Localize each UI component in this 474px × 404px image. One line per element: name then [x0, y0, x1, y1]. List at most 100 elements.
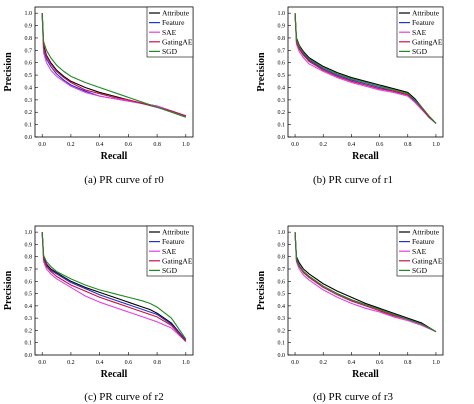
y-tick-label: 0.6 — [278, 61, 286, 67]
y-tick-label: 0.3 — [25, 316, 33, 322]
x-tick-label: 0.8 — [153, 142, 161, 148]
series-line-sgd — [41, 232, 187, 340]
y-tick-label: 0.9 — [25, 24, 33, 30]
series-line-attribute — [41, 232, 187, 341]
x-tick-label: 0.0 — [38, 360, 46, 366]
legend-label: SAE — [412, 247, 427, 256]
legend-label: Feature — [412, 237, 435, 246]
series-line-attribute — [294, 232, 437, 333]
y-tick-label: 0.8 — [278, 255, 286, 261]
y-tick-label: 0.2 — [25, 328, 33, 334]
x-tick-label: 0.2 — [319, 142, 327, 148]
x-axis-title: Recall — [352, 151, 379, 162]
y-tick-label: 0.8 — [278, 36, 286, 42]
x-tick-label: 0.4 — [348, 360, 356, 366]
y-tick-label: 1.0 — [278, 11, 286, 17]
y-tick-label: 0.4 — [278, 304, 286, 310]
series-line-sae — [294, 13, 437, 124]
y-tick-label: 0.5 — [25, 292, 33, 298]
y-tick-label: 0.3 — [278, 316, 286, 322]
y-tick-label: 0.0 — [25, 135, 33, 141]
x-tick-label: 1.0 — [432, 360, 440, 366]
y-tick-label: 0.5 — [278, 292, 286, 298]
y-tick-label: 1.0 — [25, 230, 33, 236]
x-tick-label: 0.2 — [67, 360, 75, 366]
series-line-sae — [294, 232, 437, 333]
y-tick-label: 0.5 — [278, 73, 286, 79]
x-tick-label: 0.8 — [404, 360, 412, 366]
legend-label: Feature — [162, 18, 185, 27]
x-axis-title: Recall — [101, 369, 128, 380]
y-tick-label: 0.4 — [25, 304, 33, 310]
x-tick-label: 0.0 — [291, 142, 299, 148]
x-tick-label: 0.2 — [319, 360, 327, 366]
x-tick-label: 0.4 — [96, 360, 104, 366]
pr-panel-3: 0.0 0.2 0.4 0.6 0.8 1.0 0.0 0.1 0.2 0.3 0.4 0.5 0.6 0… — [3, 225, 194, 403]
legend-label: GatingAE — [412, 37, 443, 46]
y-tick-label: 0.7 — [278, 267, 286, 273]
y-tick-label: 1.0 — [278, 230, 286, 236]
axes-frame — [34, 6, 194, 138]
y-tick-label: 0.2 — [278, 328, 286, 334]
x-axis-title: Recall — [352, 369, 379, 380]
y-tick-label: 0.3 — [25, 98, 33, 104]
legend-label: GatingAE — [162, 37, 193, 46]
legend-label: SAE — [162, 247, 177, 256]
legend-label: GatingAE — [162, 256, 193, 265]
pr-panel-4: 0.0 0.2 0.4 0.6 0.8 1.0 0.0 0.1 0.2 0.3 0.4 0.5 0.6 0… — [256, 225, 444, 403]
x-tick-label: 1.0 — [432, 142, 440, 148]
y-tick-label: 0.1 — [278, 123, 286, 129]
x-tick-label: 0.0 — [291, 360, 299, 366]
x-tick-label: 0.6 — [125, 142, 133, 148]
x-tick-label: 0.4 — [96, 142, 104, 148]
axes-frame — [287, 225, 444, 356]
y-tick-label: 0.6 — [278, 279, 286, 285]
y-tick-label: 0.1 — [25, 123, 33, 129]
y-tick-label: 0.2 — [25, 110, 33, 116]
axes-frame — [287, 6, 444, 138]
y-axis-title: Precision — [256, 52, 267, 92]
x-tick-label: 0.6 — [125, 360, 133, 366]
y-tick-label: 0.0 — [278, 353, 286, 359]
series-line-sgd — [41, 13, 186, 118]
legend-label: SGD — [412, 266, 428, 275]
x-axis-title: Recall — [101, 151, 128, 162]
x-tick-label: 1.0 — [182, 142, 190, 148]
legend-label: SGD — [162, 47, 178, 56]
y-tick-label: 0.7 — [25, 48, 33, 54]
y-axis-title: Precision — [256, 270, 267, 310]
legend-label: Feature — [412, 18, 435, 27]
pr-panel-2: 0.0 0.2 0.4 0.6 0.8 1.0 0.0 0.1 0.2 0.3 0.4 0.5 0.6 0… — [256, 6, 444, 186]
y-tick-label: 0.4 — [25, 85, 33, 91]
x-tick-label: 0.6 — [376, 142, 384, 148]
x-tick-label: 0.8 — [153, 360, 161, 366]
y-tick-label: 1.0 — [25, 11, 33, 17]
legend-label: Attribute — [412, 9, 440, 18]
y-tick-label: 0.0 — [25, 353, 33, 359]
y-tick-label: 0.5 — [25, 73, 33, 79]
y-tick-label: 0.7 — [278, 48, 286, 54]
x-tick-label: 0.8 — [404, 142, 412, 148]
series-line-sgd — [294, 232, 437, 333]
x-tick-label: 1.0 — [182, 360, 190, 366]
panel-caption: (b) PR curve of r1 — [313, 174, 393, 186]
y-tick-label: 0.2 — [278, 110, 286, 116]
legend-label: SAE — [162, 28, 177, 37]
axes-frame — [34, 225, 194, 356]
y-tick-label: 0.6 — [25, 61, 33, 67]
y-tick-label: 0.1 — [278, 341, 286, 347]
y-tick-label: 0.6 — [25, 279, 33, 285]
series-line-feature — [41, 232, 187, 341]
series-line-gatingae — [41, 232, 187, 342]
x-tick-label: 0.2 — [67, 142, 75, 148]
y-tick-label: 0.9 — [278, 242, 286, 248]
y-tick-label: 0.7 — [25, 267, 33, 273]
y-tick-label: 0.8 — [25, 36, 33, 42]
series-line-sae — [41, 232, 187, 342]
y-tick-label: 0.8 — [25, 255, 33, 261]
legend-label: SAE — [412, 28, 427, 37]
